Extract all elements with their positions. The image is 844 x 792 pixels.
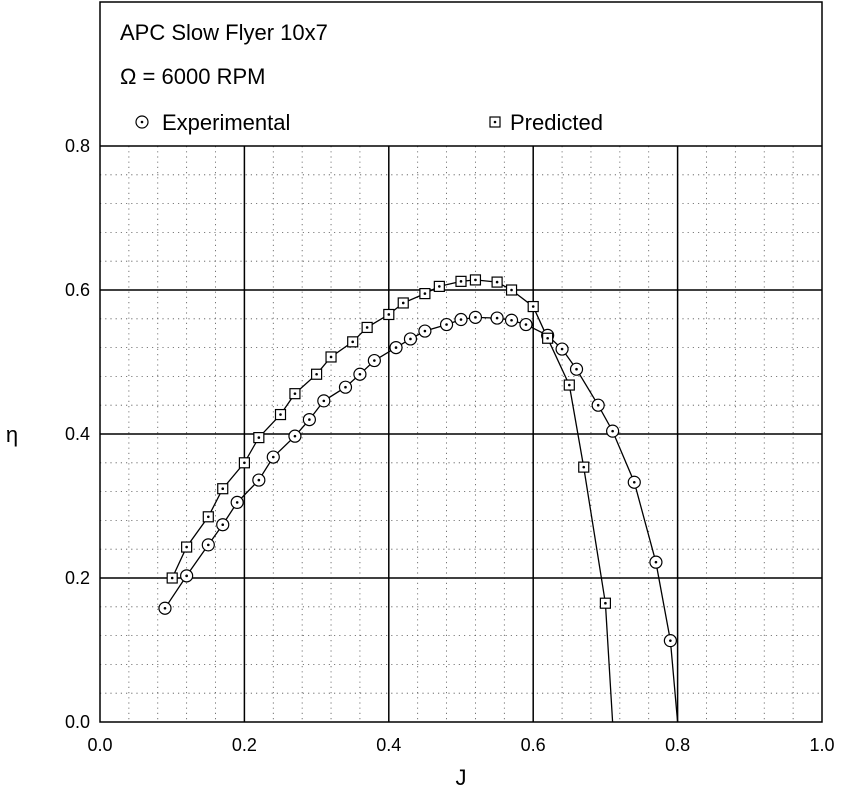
data-point-experimental <box>606 424 620 438</box>
legend: Experimental Predicted <box>135 110 603 135</box>
x-tick-label: 0.6 <box>521 735 546 755</box>
data-point-experimental <box>230 495 244 509</box>
data-point-experimental <box>252 473 266 487</box>
series-line-experimental <box>164 316 679 723</box>
legend-label-predicted: Predicted <box>510 110 603 135</box>
chart-title: APC Slow Flyer 10x7 <box>120 20 328 45</box>
data-point-experimental <box>338 380 353 394</box>
data-point-experimental <box>403 332 418 346</box>
data-point-experimental <box>649 555 663 569</box>
data-point-predicted <box>433 280 445 292</box>
data-point-experimental <box>555 342 569 356</box>
data-point-experimental <box>389 341 403 355</box>
y-axis-ticks: 0.0 0.2 0.4 0.6 0.8 <box>65 136 90 732</box>
x-axis-ticks: 0.0 0.2 0.4 0.6 0.8 1.0 <box>87 735 834 755</box>
data-point-predicted <box>181 541 193 553</box>
data-point-predicted <box>347 336 359 348</box>
data-point-predicted <box>527 300 539 313</box>
data-point-predicted <box>469 274 482 286</box>
data-point-predicted <box>217 483 229 495</box>
data-point-predicted <box>202 511 214 523</box>
data-point-experimental <box>266 450 280 464</box>
data-point-predicted <box>289 388 301 400</box>
data-point-predicted <box>253 432 265 444</box>
data-point-experimental <box>454 312 468 327</box>
data-point-experimental <box>180 569 194 583</box>
data-point-experimental <box>367 353 381 368</box>
y-tick-label: 0.6 <box>65 280 90 300</box>
data-point-predicted <box>542 332 554 344</box>
data-point-experimental <box>201 538 215 552</box>
data-point-predicted <box>491 276 503 288</box>
data-point-predicted <box>578 461 590 473</box>
data-point-predicted <box>238 457 250 469</box>
data-point-predicted <box>325 351 337 363</box>
data-point-experimental <box>302 413 316 427</box>
data-point-experimental <box>468 310 483 324</box>
data-markers <box>158 274 677 648</box>
x-tick-label: 0.2 <box>232 735 257 755</box>
data-point-predicted <box>419 288 431 300</box>
data-point-predicted <box>361 321 373 334</box>
y-tick-label: 0.2 <box>65 568 90 588</box>
legend-label-experimental: Experimental <box>162 110 290 135</box>
chart-subtitle: Ω = 6000 RPM <box>120 64 265 89</box>
data-point-experimental <box>216 518 230 532</box>
data-point-experimental <box>663 634 677 648</box>
y-tick-label: 0.0 <box>65 712 90 732</box>
legend-marker-experimental <box>135 115 149 129</box>
y-tick-label: 0.4 <box>65 424 90 444</box>
data-point-experimental <box>591 398 605 412</box>
data-point-predicted <box>274 408 287 421</box>
data-point-predicted <box>383 308 395 321</box>
major-grid <box>100 146 822 722</box>
plot-frame <box>99 1 823 723</box>
y-axis-label: η <box>6 422 18 447</box>
data-point-predicted <box>166 572 178 584</box>
legend-marker-predicted <box>489 116 501 128</box>
data-point-experimental <box>504 313 519 327</box>
x-tick-label: 1.0 <box>809 735 834 755</box>
data-point-experimental <box>627 475 641 489</box>
y-tick-label: 0.8 <box>65 136 90 156</box>
data-point-experimental <box>569 362 584 376</box>
data-point-experimental <box>353 367 367 381</box>
data-point-experimental <box>317 394 331 408</box>
x-tick-label: 0.4 <box>376 735 401 755</box>
x-tick-label: 0.0 <box>87 735 112 755</box>
data-point-predicted <box>563 379 575 391</box>
data-point-experimental <box>158 601 172 615</box>
data-point-predicted <box>397 297 409 309</box>
x-tick-label: 0.8 <box>665 735 690 755</box>
data-point-experimental <box>490 311 504 325</box>
data-point-experimental <box>519 317 533 332</box>
data-point-predicted <box>599 597 612 609</box>
data-point-experimental <box>418 324 432 338</box>
x-axis-label: J <box>456 765 467 790</box>
data-point-experimental <box>439 317 454 332</box>
data-point-predicted <box>311 368 323 380</box>
data-point-experimental <box>288 429 302 443</box>
data-point-predicted <box>455 275 467 287</box>
data-point-predicted <box>505 284 518 296</box>
